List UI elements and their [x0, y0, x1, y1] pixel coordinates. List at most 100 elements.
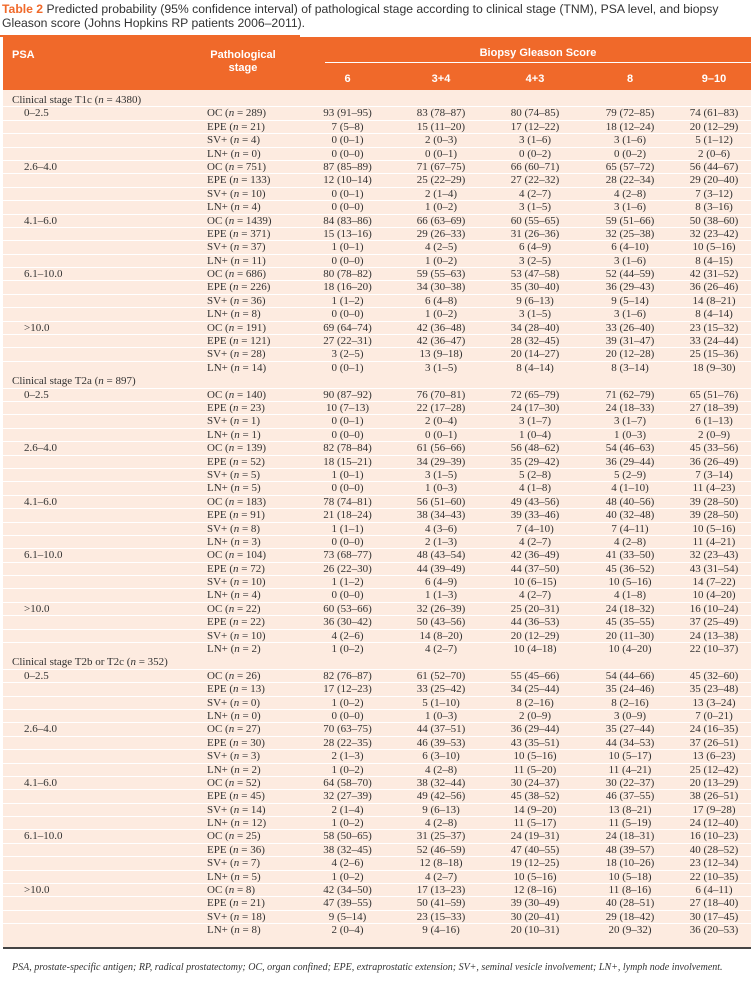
pathological-stage-name: OC — [207, 723, 223, 736]
pathological-stage-name: OC — [207, 442, 223, 455]
probability-cell: 16 (10–24) — [689, 602, 739, 615]
pathological-stage-name: SV+ — [207, 134, 228, 147]
table-row: SV+ (n = 5) 1 (0–1) 3 (1–5) 5 (2–8) 5 (2–9) 7… — [3, 467, 751, 482]
pathological-stage-name: LN+ — [207, 147, 228, 160]
probability-cell: 44 (34–53) — [605, 736, 655, 749]
probability-cell: 47 (39–55) — [323, 897, 372, 910]
header-gleason-4-3: 4+3 — [525, 73, 545, 85]
pathological-stage-n: 36 — [250, 843, 262, 856]
pathological-stage-name: EPE — [207, 790, 227, 803]
probability-cell: 30 (20–41) — [510, 910, 560, 923]
pathological-stage-name: OC — [207, 495, 223, 508]
pathological-stage-cell: LN+ (n = 0) — [207, 709, 261, 722]
table-row: LN+ (n = 0) 0 (0–0) 1 (0–3) 2 (0–9) 3 (0–9) 7… — [3, 708, 751, 723]
psa-range: 2.6–4.0 — [24, 723, 57, 736]
pathological-stage-n: 52 — [245, 776, 257, 789]
probability-cell: 11 (8–16) — [608, 884, 652, 897]
header-gleason-6: 6 — [344, 73, 351, 85]
pathological-stage-cell: OC (n = 52) — [207, 776, 261, 789]
pathological-stage-cell: LN+ (n = 1) — [207, 428, 261, 441]
pathological-stage-name: EPE — [207, 897, 227, 910]
pathological-stage-name: OC — [207, 214, 223, 227]
probability-cell: 42 (36–47) — [416, 335, 466, 348]
probability-cell: 28 (22–34) — [605, 174, 655, 187]
pathological-stage-cell: LN+ (n = 8) — [207, 924, 261, 937]
probability-cell: 36 (29–44) — [510, 723, 560, 736]
probability-cell: 12 (8–16) — [513, 884, 557, 897]
probability-cell: 0 (0–1) — [424, 147, 458, 160]
probability-cell: 0 (0–0) — [331, 535, 364, 548]
probability-cell: 1 (0–1) — [331, 241, 364, 254]
pathological-stage-n: 3 — [251, 535, 258, 548]
probability-cell: 45 (33–56) — [689, 442, 739, 455]
pathological-stage-cell: SV+ (n = 3) — [207, 750, 261, 763]
pathological-stage-cell: EPE (n = 13) — [207, 683, 265, 696]
table-row: LN+ (n = 3) 0 (0–0) 2 (1–3) 4 (2–7) 4 (2–8) 1… — [3, 534, 751, 549]
pathological-stage-cell: SV+ (n = 5) — [207, 468, 261, 481]
table-row: >10.0 OC (n = 191) 69 (64–74) 42 (36–48) 34 … — [3, 320, 751, 335]
header-gleason-9-10: 9–10 — [701, 73, 727, 85]
pathological-stage-cell: EPE (n = 30) — [207, 736, 265, 749]
pathological-stage-n: 12 — [251, 817, 263, 830]
probability-cell: 1 (1–2) — [331, 294, 364, 307]
probability-cell: 56 (44–67) — [689, 160, 739, 173]
probability-cell: 11 (5–20) — [513, 763, 557, 776]
probability-cell: 17 (13–23) — [416, 884, 466, 897]
pathological-stage-cell: LN+ (n = 0) — [207, 147, 261, 160]
probability-cell: 59 (55–63) — [416, 268, 466, 281]
table-row: 0–2.5 OC (n = 289) 93 (91–95) 83 (78–87) 80 … — [3, 106, 751, 120]
pathological-stage-name: EPE — [207, 281, 227, 294]
pathological-stage-name: LN+ — [207, 763, 228, 776]
top-rule — [0, 35, 300, 37]
probability-cell: 1 (0–2) — [331, 817, 364, 830]
probability-cell: 4 (2–7) — [518, 535, 552, 548]
table-row: EPE (n = 52) 18 (15–21) 34 (29–39) 35 (29–4… — [3, 454, 751, 469]
probability-cell: 10 (5–16) — [513, 750, 557, 763]
table-row: EPE (n = 45) 32 (27–39) 49 (42–56) 45 (38–5… — [3, 789, 751, 803]
pathological-stage-n: 4 — [250, 134, 257, 147]
probability-cell: 34 (30–38) — [416, 281, 466, 294]
probability-cell: 4 (2–7) — [424, 870, 458, 883]
probability-cell: 1 (1–3) — [424, 589, 458, 602]
probability-cell: 25 (15–36) — [689, 348, 739, 361]
table-row: EPE (n = 133) 12 (10–14) 25 (22–29) 27 (22–… — [3, 173, 751, 187]
probability-cell: 4 (1–8) — [518, 482, 552, 495]
pathological-stage-name: EPE — [207, 401, 227, 414]
probability-cell: 54 (46–63) — [605, 442, 655, 455]
probability-cell: 30 (24–37) — [510, 776, 560, 789]
pathological-stage-name: LN+ — [207, 201, 228, 214]
probability-cell: 46 (37–55) — [605, 790, 655, 803]
probability-cell: 10 (6–15) — [513, 576, 557, 589]
probability-cell: 37 (25–49) — [689, 616, 739, 629]
probability-cell: 7 (5–8) — [331, 120, 364, 133]
probability-cell: 36 (26–49) — [689, 455, 739, 468]
probability-cell: 10 (4–20) — [692, 589, 736, 602]
pathological-stage-cell: LN+ (n = 14) — [207, 361, 267, 374]
pathological-stage-cell: EPE (n = 121) — [207, 335, 271, 348]
pathological-stage-n: 30 — [250, 736, 262, 749]
pathological-stage-n: 3 — [250, 750, 257, 763]
pathological-stage-n: 8 — [251, 308, 258, 321]
probability-cell: 11 (4–23) — [692, 482, 736, 495]
probability-cell: 27 (22–31) — [323, 335, 372, 348]
probability-cell: 49 (43–56) — [510, 495, 560, 508]
probability-cell: 50 (43–56) — [416, 616, 466, 629]
probability-cell: 20 (12–29) — [510, 629, 560, 642]
table-row: SV+ (n = 28) 3 (2–5) 13 (9–18) 20 (14–27) 20… — [3, 347, 751, 361]
probability-cell: 8 (4–14) — [695, 308, 733, 321]
header-gleason-3-4: 3+4 — [431, 73, 451, 85]
pathological-stage-name: OC — [207, 602, 223, 615]
pathological-stage-n: 10 — [250, 629, 262, 642]
table-row: EPE (n = 121) 27 (22–31) 42 (36–47) 28 (32–… — [3, 334, 751, 348]
pathological-stage-n: 72 — [250, 562, 262, 575]
pathological-stage-name: SV+ — [207, 803, 228, 816]
pathological-stage-cell: LN+ (n = 5) — [207, 870, 261, 883]
probability-cell: 8 (2–16) — [611, 696, 649, 709]
probability-cell: 12 (10–14) — [323, 174, 372, 187]
pathological-stage-cell: LN+ (n = 5) — [207, 482, 261, 495]
clinical-stage-name: Clinical stage T2b or T2c — [12, 656, 125, 669]
probability-cell: 1 (0–2) — [424, 201, 458, 214]
pathological-stage-cell: LN+ (n = 2) — [207, 763, 261, 776]
probability-cell: 25 (22–29) — [416, 174, 466, 187]
probability-cell: 4 (2–6) — [331, 857, 364, 870]
